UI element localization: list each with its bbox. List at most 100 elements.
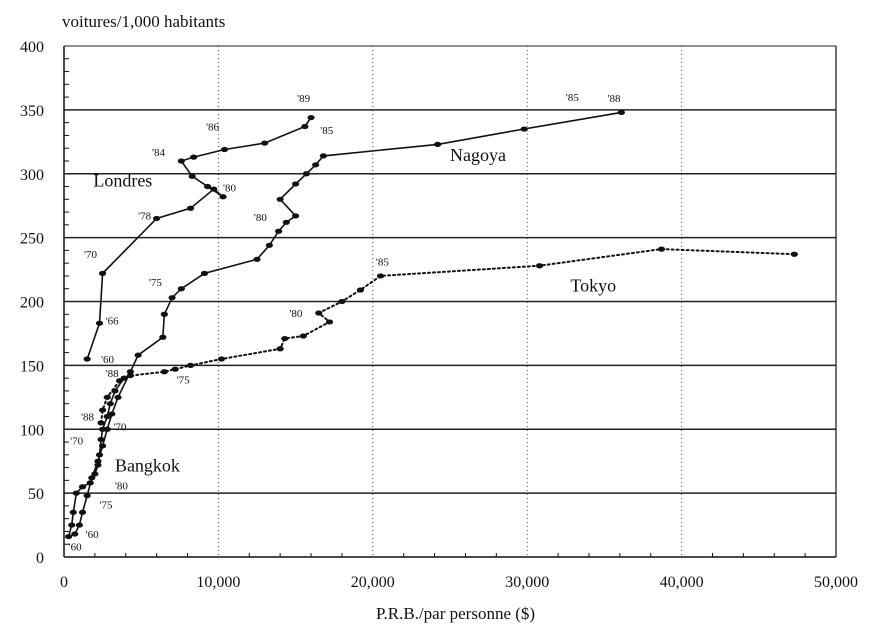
y-tick-label: 300 <box>20 167 44 184</box>
data-point-nagoya <box>253 256 261 262</box>
data-point-tokyo <box>657 246 666 252</box>
data-point-bangkok <box>94 462 102 468</box>
grid <box>64 45 837 557</box>
data-point-tokyo <box>187 362 195 368</box>
data-point-nagoya <box>177 286 185 292</box>
data-point-nagoya <box>71 531 79 537</box>
data-point-nagoya <box>78 509 87 515</box>
year-annotation: '78 <box>138 211 151 223</box>
data-point-nagoya <box>292 213 300 219</box>
year-annotation: '75 <box>177 374 190 386</box>
data-point-londres <box>220 146 229 153</box>
x-tick-label: 10,000 <box>196 574 240 591</box>
data-point-nagoya <box>126 369 134 375</box>
year-annotation: '88 <box>106 368 119 380</box>
data-point-tokyo <box>217 356 226 362</box>
axes: 0 50 100 150 200 250 300 350 400 0 10,000 20,000 30,… <box>20 39 858 591</box>
year-annotation: '80 <box>115 480 128 492</box>
year-annotation: '70 <box>113 422 126 434</box>
data-point-tokyo <box>338 298 346 305</box>
year-annotation: '75 <box>100 499 113 511</box>
data-point-tokyo <box>376 273 385 279</box>
y-tick-label: 100 <box>20 422 44 439</box>
data-point-bangkok <box>99 426 107 432</box>
data-point-tokyo <box>356 287 365 293</box>
data-point-nagoya <box>520 126 528 132</box>
series-labels: Londres Nagoya Tokyo Bangkok <box>93 145 616 475</box>
x-axis-title: P.R.B./par personne ($) <box>375 604 536 623</box>
data-point-bangkok <box>69 509 77 515</box>
data-point-londres <box>261 140 269 146</box>
data-point-bangkok <box>78 484 87 490</box>
data-point-londres <box>83 356 91 362</box>
data-point-tokyo <box>281 335 289 342</box>
year-annotations: '89'88'86'85'84'80'78'70'66'60'80'75'85'… <box>69 92 621 554</box>
year-annotation: '85 <box>376 257 389 269</box>
series-label-nagoya: Nagoya <box>450 145 506 165</box>
data-point-nagoya <box>75 522 84 528</box>
year-annotation: '86 <box>206 121 219 133</box>
data-point-londres <box>188 173 196 179</box>
data-point-nagoya <box>275 228 283 234</box>
data-point-londres <box>99 270 107 276</box>
data-point-tokyo <box>325 319 334 325</box>
series-label-tokyo: Tokyo <box>570 275 616 295</box>
data-point-bangkok <box>103 413 111 420</box>
data-point-londres <box>187 205 195 211</box>
data-point-nagoya <box>292 181 300 187</box>
data-point-bangkok <box>91 471 99 477</box>
data-point-bangkok <box>72 490 80 496</box>
year-annotation: '66 <box>106 315 119 327</box>
data-point-tokyo <box>126 372 134 379</box>
data-point-bangkok <box>106 401 114 407</box>
data-point-bangkok <box>111 388 119 394</box>
year-annotation: '80 <box>289 308 302 320</box>
data-point-bangkok <box>68 522 76 528</box>
series-label-bangkok: Bangkok <box>115 455 180 475</box>
data-point-nagoya <box>302 171 311 177</box>
data-point-tokyo <box>276 346 284 352</box>
x-tick-label: 40,000 <box>660 574 704 591</box>
year-annotation: '75 <box>149 277 162 289</box>
data-point-nagoya <box>114 394 122 400</box>
data-point-tokyo <box>535 263 544 269</box>
data-point-nagoya <box>159 334 167 340</box>
data-point-nagoya <box>83 493 91 499</box>
y-tick-label: 350 <box>20 103 44 120</box>
data-point-nagoya <box>617 109 625 116</box>
data-point-londres <box>95 320 104 326</box>
year-annotation: '84 <box>152 147 165 159</box>
data-point-bangkok <box>95 452 104 458</box>
data-point-londres <box>307 114 315 121</box>
data-point-tokyo <box>790 251 798 257</box>
data-point-londres <box>203 183 212 190</box>
data-point-nagoya <box>282 219 290 225</box>
y-tick-label: 400 <box>20 39 44 56</box>
data-point-bangkok <box>97 436 105 443</box>
data-point-tokyo <box>299 333 307 339</box>
y-tick-label: 250 <box>20 231 44 248</box>
data-point-londres <box>153 215 161 222</box>
year-annotation: '88 <box>607 93 620 105</box>
x-tick-label: 50,000 <box>814 574 858 591</box>
x-tick-label: 0 <box>60 574 68 591</box>
data-point-nagoya <box>434 141 442 147</box>
data-point-bangkok <box>86 480 94 486</box>
data-point-bangkok <box>65 533 73 540</box>
year-annotation: '89 <box>297 93 310 105</box>
data-point-nagoya <box>312 162 320 168</box>
y-tick-label: 0 <box>36 550 44 567</box>
data-point-tokyo <box>99 407 107 413</box>
y-axis-title: voitures/1,000 habitants <box>62 12 226 31</box>
year-annotation: '60 <box>101 354 114 366</box>
x-tick-label: 20,000 <box>351 574 395 591</box>
data-point-nagoya <box>276 196 284 202</box>
data-point-tokyo <box>97 420 105 426</box>
year-annotation: '70 <box>84 249 97 261</box>
data-point-nagoya <box>319 153 327 159</box>
data-point-tokyo <box>171 366 179 372</box>
data-point-bangkok <box>120 375 128 381</box>
y-tick-label: 200 <box>20 295 44 312</box>
y-tick-label: 150 <box>20 358 44 375</box>
data-point-londres <box>301 123 309 130</box>
